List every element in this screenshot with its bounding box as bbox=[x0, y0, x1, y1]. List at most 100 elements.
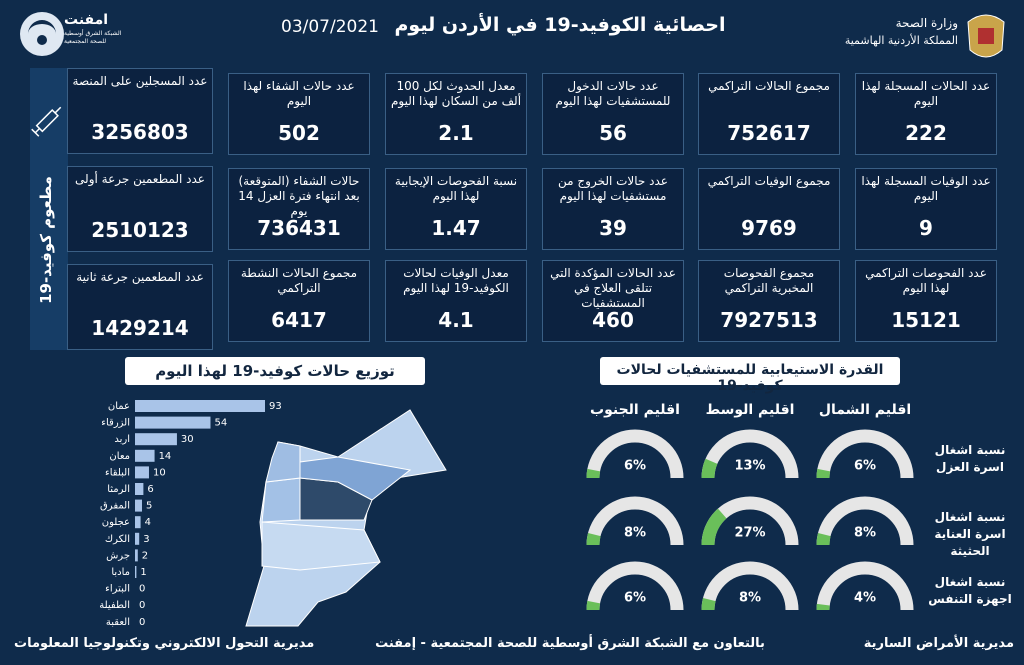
metric-label: نسبة اشغال اجهزة التنفس bbox=[928, 575, 1012, 606]
card bbox=[698, 168, 840, 250]
gauge-value bbox=[816, 532, 831, 546]
card-label: عدد المسجلين على المنصة bbox=[72, 74, 208, 88]
bar bbox=[135, 416, 211, 429]
card-value: 3256803 bbox=[91, 120, 189, 144]
card-value: 56 bbox=[599, 121, 627, 145]
gauge-track bbox=[816, 496, 914, 546]
region-label: اقليم الجنوب bbox=[590, 402, 680, 418]
gauge-label: 8% bbox=[854, 526, 876, 541]
card-value: 736431 bbox=[257, 216, 341, 240]
category-label: عجلون bbox=[102, 517, 130, 528]
card-label: حالات الشفاء (المتوقعة) بعد انتهاء فترة … bbox=[238, 174, 360, 218]
card-value: 9769 bbox=[741, 216, 797, 240]
footer-right: مديرية الأمراض السارية bbox=[863, 636, 1014, 651]
card-value: 1429214 bbox=[91, 316, 189, 340]
card-value: 9 bbox=[919, 216, 933, 240]
footer-center: بالتعاون مع الشبكة الشرق أوسطية للصحة ال… bbox=[375, 636, 765, 651]
map-region bbox=[261, 477, 301, 523]
bar bbox=[135, 400, 265, 412]
card-value: 502 bbox=[278, 121, 320, 145]
gauge-track bbox=[701, 561, 799, 611]
card bbox=[385, 73, 527, 155]
card bbox=[228, 168, 370, 250]
ministry-name: وزارة الصحة bbox=[895, 16, 958, 30]
bar bbox=[135, 566, 137, 578]
card bbox=[385, 260, 527, 342]
value-label: 14 bbox=[159, 451, 172, 462]
category-label: معان bbox=[109, 451, 130, 462]
gauge-track bbox=[586, 561, 684, 611]
card-label: عدد الحالات المؤكدة التي تتلقى العلاج في… bbox=[550, 266, 676, 310]
value-label: 2 bbox=[142, 550, 148, 561]
value-label: 0 bbox=[139, 617, 145, 628]
category-label: العقبة bbox=[106, 617, 130, 628]
gauge-track bbox=[586, 429, 684, 479]
logo-subtitle: الشبكة الشرق أوسطية للصحة المجتمعية bbox=[64, 30, 122, 45]
card-label: عدد الوفيات المسجلة لهذا اليوم bbox=[861, 174, 991, 203]
gauge-label: 6% bbox=[854, 459, 876, 474]
gauge-value bbox=[586, 468, 601, 479]
card-label: مجموع الحالات التراكمي bbox=[708, 79, 830, 93]
value-label: 4 bbox=[145, 517, 151, 528]
category-label: الرمثا bbox=[107, 484, 130, 495]
card-value: 4.1 bbox=[438, 308, 474, 332]
gauge-value bbox=[586, 600, 601, 611]
card-value: 6417 bbox=[271, 308, 327, 332]
bar bbox=[135, 433, 177, 446]
card bbox=[542, 260, 684, 342]
card-label: عدد حالات الخروج من مستشفيات لهذا اليوم bbox=[558, 174, 668, 203]
gauge-track bbox=[701, 429, 799, 479]
gauge-track bbox=[816, 561, 914, 611]
card-value: 2510123 bbox=[91, 218, 189, 242]
gauge-label: 4% bbox=[854, 591, 876, 606]
value-label: 30 bbox=[181, 434, 194, 445]
logo-name: امفنت bbox=[64, 12, 109, 28]
card-value: 39 bbox=[599, 216, 627, 240]
bar bbox=[135, 532, 140, 545]
value-label: 93 bbox=[269, 401, 282, 412]
gauge-value bbox=[701, 597, 716, 611]
map-region bbox=[261, 521, 381, 571]
region-label: اقليم الشمال bbox=[818, 402, 912, 418]
gauge-track bbox=[586, 496, 684, 546]
card-label: نسبة الفحوصات الإيجابية لهذا اليوم bbox=[394, 174, 518, 203]
country-name: المملكة الأردنية الهاشمية bbox=[844, 34, 958, 47]
bar-title-box bbox=[125, 357, 425, 385]
card bbox=[67, 264, 213, 350]
logo-dot bbox=[37, 35, 47, 45]
value-label: 3 bbox=[143, 534, 149, 545]
category-label: مادبا bbox=[111, 567, 130, 578]
card-label: عدد حالات الدخول للمستشفيات لهذا اليوم bbox=[555, 79, 671, 108]
card bbox=[698, 260, 840, 342]
value-label: 10 bbox=[153, 467, 166, 478]
gauge-label: 6% bbox=[624, 591, 646, 606]
card-label: مجموع الفحوصات المخبرية التراكمي bbox=[723, 266, 815, 295]
gauge-value bbox=[816, 468, 831, 479]
card-label: عدد الفحوصات التراكمي لهذا اليوم bbox=[865, 266, 987, 295]
gauge-label: 13% bbox=[734, 459, 765, 474]
card-label: مجموع الحالات النشطة التراكمي bbox=[240, 266, 358, 295]
gauge-label: 6% bbox=[624, 459, 646, 474]
vaccine-title: مطعوم كوفيد-19 bbox=[37, 176, 55, 304]
bar bbox=[135, 483, 144, 495]
logo-mark bbox=[28, 20, 56, 34]
card-label: عدد الحالات المسجلة لهذا اليوم bbox=[861, 79, 991, 108]
logo-circle bbox=[20, 12, 64, 56]
card bbox=[67, 166, 213, 252]
card-label: عدد المطعمين جرعة أولى bbox=[75, 172, 205, 186]
card-value: 752617 bbox=[727, 121, 811, 145]
gauge-value bbox=[586, 532, 601, 546]
value-label: 5 bbox=[146, 501, 152, 512]
bar bbox=[135, 549, 138, 562]
card bbox=[542, 168, 684, 250]
vaccine-panel bbox=[30, 68, 68, 350]
card bbox=[698, 73, 840, 155]
category-label: الزرقاء bbox=[101, 418, 130, 429]
value-label: 0 bbox=[139, 584, 145, 595]
card-label: عدد حالات الشفاء لهذا اليوم bbox=[243, 79, 355, 108]
category-label: جرش bbox=[106, 550, 130, 561]
page-date: 03/07/2021 bbox=[281, 17, 379, 37]
gauge-label: 8% bbox=[739, 591, 761, 606]
